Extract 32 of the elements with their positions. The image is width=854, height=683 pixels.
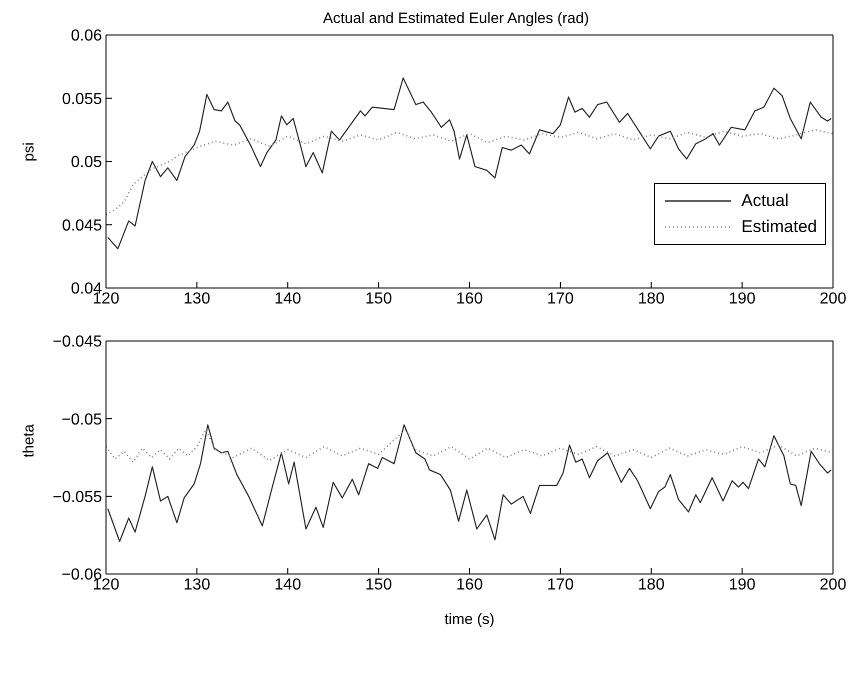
y-tick-label: 0.055 — [62, 90, 102, 108]
x-tick-label: 150 — [365, 290, 392, 308]
x-tick-label: 160 — [456, 290, 483, 308]
x-axis-title: time (s) — [444, 611, 494, 628]
x-tick-label: 140 — [274, 576, 302, 594]
x-tick-label: 140 — [274, 290, 302, 308]
x-tick-label: 180 — [638, 576, 665, 594]
y-tick-label: −0.05 — [62, 411, 102, 428]
x-tick-label: 180 — [638, 290, 665, 308]
x-tick-label: 170 — [547, 576, 574, 594]
line-series — [106, 129, 833, 216]
y-axis-title: theta — [20, 423, 38, 458]
y-tick-label: 0.045 — [62, 217, 102, 234]
y-tick-label: −0.055 — [52, 489, 102, 506]
x-tick-label: 190 — [728, 290, 756, 308]
line-series — [107, 424, 832, 542]
x-tick-label: 170 — [547, 290, 574, 308]
x-tick-label: 190 — [728, 576, 756, 594]
y-tick-label: −0.045 — [52, 334, 102, 351]
y-tick-label: 0.05 — [70, 154, 102, 172]
x-tick-label: 200 — [820, 576, 846, 594]
line-series — [107, 77, 832, 250]
legend-label: Estimated — [741, 217, 817, 237]
x-tick-label: 150 — [365, 576, 392, 594]
x-tick-label: 130 — [184, 290, 210, 308]
x-tick-label: 200 — [820, 290, 846, 308]
x-tick-label: 160 — [456, 576, 483, 594]
legend-label: Actual — [741, 191, 789, 211]
y-axis-title: psi — [20, 142, 38, 162]
x-tick-label: 130 — [184, 576, 210, 594]
chart-title: Actual and Estimated Euler Angles (rad) — [322, 10, 590, 27]
y-tick-label: 0.06 — [70, 28, 102, 45]
